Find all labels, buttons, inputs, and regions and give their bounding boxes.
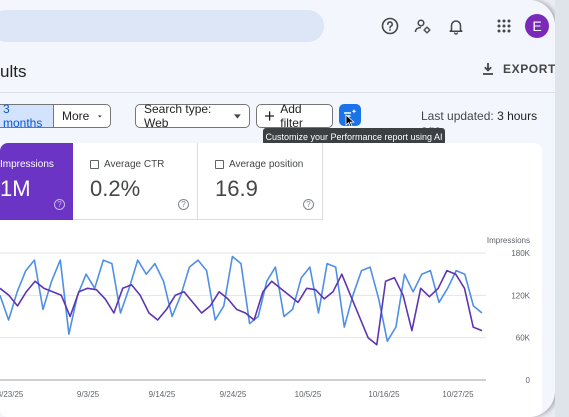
x-tick-label: 10/16/25 (368, 390, 400, 399)
x-tick-label: 10/27/25 (442, 390, 474, 399)
series-line-secondary (0, 269, 483, 346)
y-tick-label: 0 (526, 376, 531, 385)
metric-ctr-label: Average CTR (104, 159, 165, 170)
window-edge (555, 0, 569, 417)
export-label: EXPORT (503, 62, 555, 76)
app-window: E ults EXPORT 3 months More Search type:… (0, 0, 555, 417)
plus-icon (265, 111, 275, 121)
metric-ctr[interactable]: Average CTR 0.2% ? (73, 143, 198, 220)
more-label: More (62, 109, 90, 123)
divider (0, 92, 555, 93)
checkbox-ctr[interactable] (90, 160, 99, 169)
y-tick-label: 120K (511, 291, 530, 300)
caret-down-icon (98, 114, 102, 118)
cursor-icon (345, 114, 355, 128)
help-icon[interactable] (378, 14, 402, 38)
metric-impressions[interactable]: Impressions 1M ? (0, 143, 73, 220)
title-bar: ults EXPORT (0, 54, 555, 90)
help-icon[interactable]: ? (178, 199, 189, 210)
help-icon[interactable]: ? (54, 199, 65, 210)
metric-position-value: 16.9 (215, 176, 258, 201)
manage-accounts-icon[interactable] (411, 14, 435, 38)
export-button[interactable]: EXPORT (481, 62, 555, 76)
page-title: ults (0, 62, 27, 81)
caret-down-icon (234, 113, 241, 119)
x-tick-label: 8/23/25 (0, 390, 24, 399)
add-filter-label: Add filter (280, 102, 303, 130)
x-tick-label: 10/5/25 (295, 390, 322, 399)
add-filter-button[interactable]: Add filter (256, 102, 333, 130)
metric-position[interactable]: Average position 16.9 ? (198, 143, 323, 220)
notifications-icon[interactable] (444, 14, 468, 38)
checkbox-position[interactable] (215, 160, 224, 169)
performance-chart: 180K 120K 60K 0 Impressions 8/23/25 9/3/25 9/14… (0, 236, 531, 399)
search-type-dropdown[interactable]: Search type: Web (135, 102, 250, 130)
performance-card: Impressions 1M ? Average CTR 0.2% ? Aver… (0, 143, 542, 417)
filter-bar: 3 months More Search type: Web Add filte… (0, 100, 555, 137)
y-axis-label: Impressions (487, 236, 530, 245)
metric-ctr-value: 0.2% (90, 176, 141, 201)
x-tick-label: 9/24/25 (220, 390, 247, 399)
avatar[interactable]: E (525, 14, 549, 38)
metric-position-label: Average position (229, 159, 304, 170)
search-type-label: Search type: Web (144, 102, 212, 130)
top-bar: E (0, 0, 555, 52)
ai-tooltip: Customize your Performance report using … (263, 128, 445, 145)
metric-impressions-label: Impressions (0, 159, 54, 170)
x-tick-label: 9/14/25 (149, 390, 176, 399)
series-line-impressions (0, 255, 483, 342)
download-icon (483, 63, 493, 75)
last-updated-label: Last updated: (421, 109, 494, 123)
search-input[interactable] (0, 10, 324, 42)
metric-impressions-value: 1M (0, 176, 31, 201)
help-icon[interactable]: ? (303, 199, 314, 210)
date-range-chip[interactable]: 3 months (0, 102, 54, 130)
x-tick-label: 9/3/25 (77, 390, 100, 399)
y-tick-label: 60K (516, 334, 531, 343)
date-range-label: 3 months (3, 102, 43, 130)
apps-grid-icon[interactable] (492, 14, 516, 38)
more-dropdown[interactable]: More (53, 104, 111, 128)
y-tick-label: 180K (511, 249, 530, 258)
